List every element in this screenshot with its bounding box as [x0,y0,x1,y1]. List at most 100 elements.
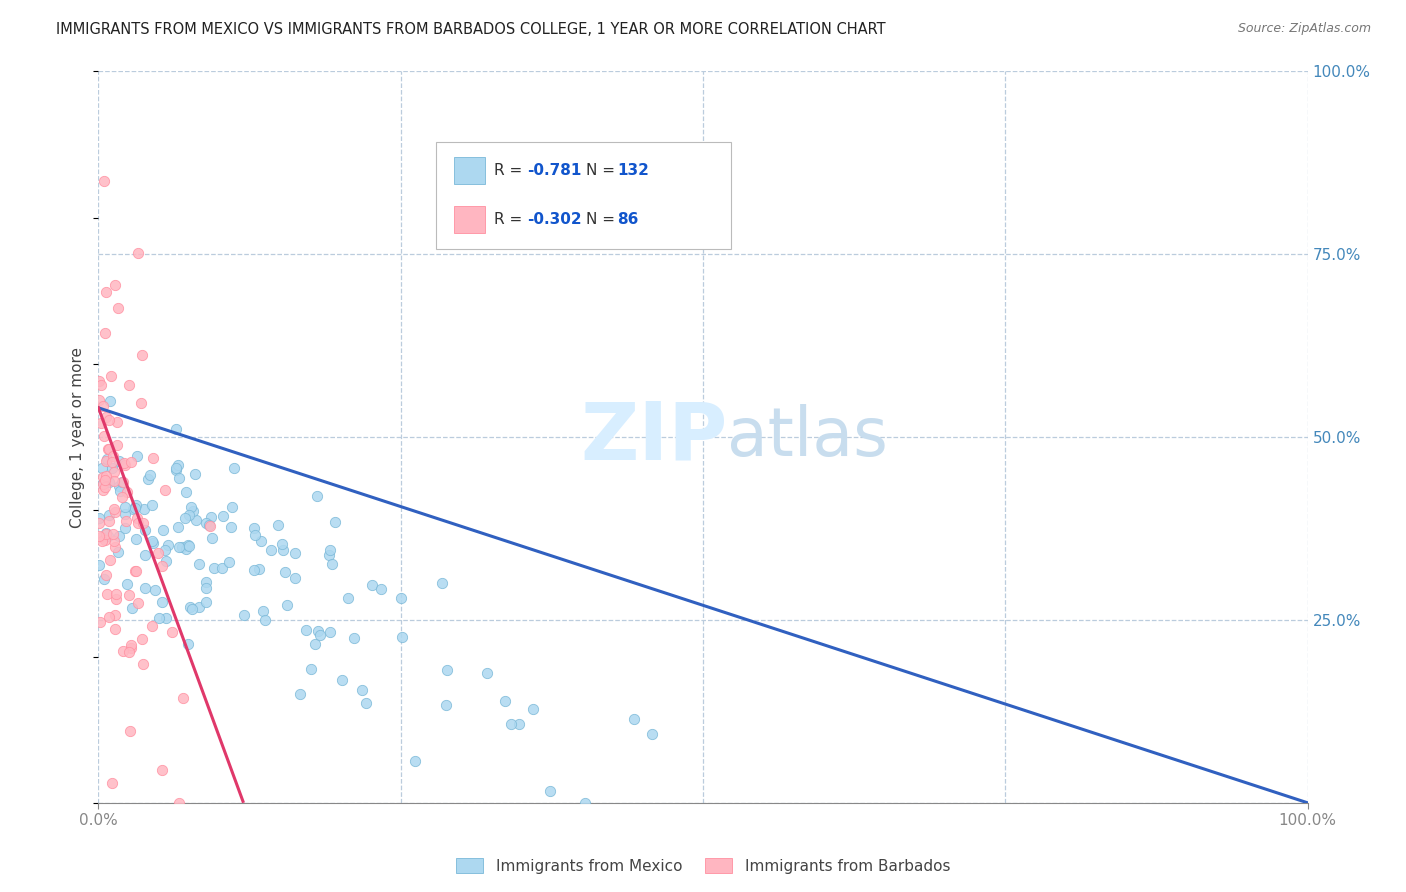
Point [361,578,384,592]
Point [111,490,134,504]
Point [105,438,128,452]
Point [177,508,200,522]
Point [96,409,118,424]
Point [243,528,266,542]
Point [174,485,197,500]
Point [101,527,124,541]
Point [177,539,200,553]
Point [305,489,328,503]
Point [132,516,155,531]
Point [114,458,136,472]
Point [181,601,204,615]
Point [150,559,173,574]
Point [179,600,201,615]
Point [94,480,117,494]
Point [202,561,225,575]
Point [139,468,162,483]
Point [117,485,139,500]
Point [111,644,134,658]
Point [142,451,165,466]
Text: -0.302: -0.302 [527,212,582,227]
Point [91,470,114,484]
Point [114,500,136,515]
Point [186,512,208,526]
Point [194,516,217,530]
Point [177,637,200,651]
Point [574,796,596,810]
Point [97,508,120,522]
Point [136,472,159,486]
Point [508,716,530,731]
Point [430,576,453,591]
Point [141,498,163,512]
Point [112,456,135,470]
Point [103,607,125,622]
Point [93,572,115,586]
Point [120,640,142,655]
Text: Source: ZipAtlas.com: Source: ZipAtlas.com [1237,22,1371,36]
Point [104,277,127,292]
Point [538,783,561,797]
Point [221,500,243,515]
Text: atlas: atlas [727,404,889,470]
Point [389,591,412,605]
Point [120,638,142,652]
Point [100,368,122,383]
Point [98,552,121,566]
Point [91,399,114,413]
Point [141,619,163,633]
Text: R =: R = [494,212,527,227]
Point [132,502,155,516]
Point [89,615,111,630]
Point [103,502,125,516]
Point [173,511,195,525]
Point [299,661,322,675]
Point [623,712,645,726]
Point [120,724,142,739]
Point [304,637,326,651]
Point [330,673,353,687]
Point [146,546,169,560]
Point [200,510,222,524]
Point [243,563,266,577]
Point [118,589,141,603]
Point [103,465,125,479]
Point [254,614,277,628]
Point [134,581,156,595]
Point [343,631,366,645]
Text: 132: 132 [617,163,650,178]
Point [141,533,163,548]
Point [96,285,118,300]
Point [96,567,118,582]
Point [436,663,458,677]
Point [121,600,143,615]
Point [195,574,218,589]
Point [198,518,221,533]
Text: -0.781: -0.781 [527,163,582,178]
Point [142,536,165,550]
Point [337,591,360,605]
Point [104,587,127,601]
Point [125,511,148,525]
Point [391,630,413,644]
Point [188,557,211,571]
Point [125,533,148,547]
Point [103,475,125,489]
Point [127,596,149,610]
Point [96,468,118,483]
Point [127,449,149,463]
Point [172,690,194,705]
Point [120,455,142,469]
Point [134,548,156,562]
Point [150,763,173,777]
Point [98,475,121,489]
Point [174,541,197,556]
Point [211,561,233,575]
Point [260,542,283,557]
Point [323,516,346,530]
Point [283,546,305,560]
Point [108,529,131,543]
Point [127,516,149,531]
Point [114,507,136,521]
Point [172,540,194,554]
